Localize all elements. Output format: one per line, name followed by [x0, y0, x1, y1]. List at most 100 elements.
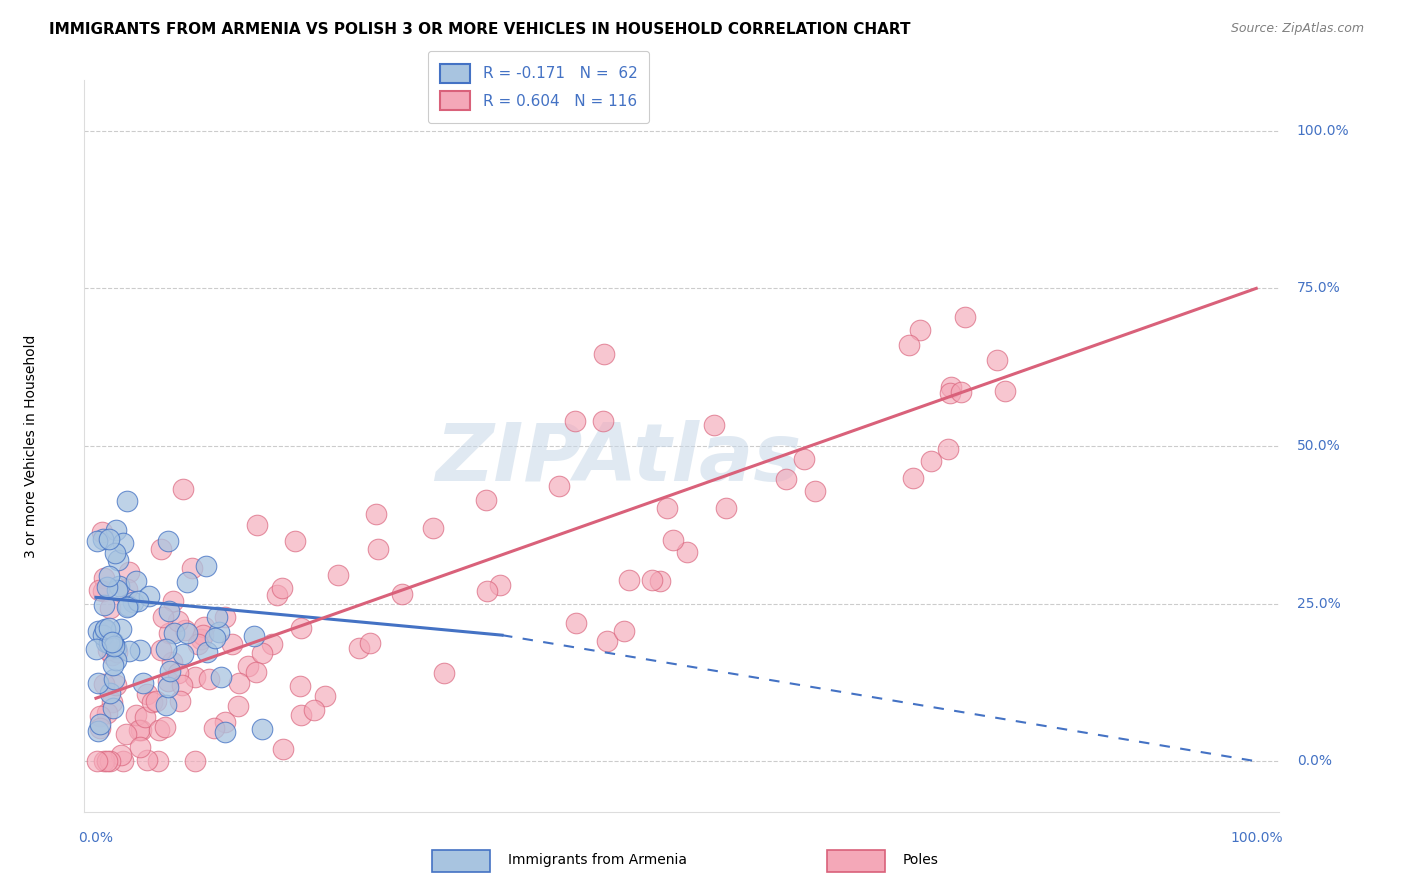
Point	[93, 677, 115, 691]
Point	[141, 695, 163, 709]
Point	[104, 546, 127, 560]
Point	[938, 385, 960, 400]
Point	[271, 742, 294, 756]
Point	[593, 347, 616, 361]
Point	[155, 641, 177, 656]
Point	[238, 658, 260, 673]
Point	[169, 694, 191, 708]
Point	[118, 566, 141, 580]
Point	[908, 323, 931, 337]
Point	[314, 689, 336, 703]
Point	[86, 534, 108, 549]
Point	[793, 451, 815, 466]
Point	[98, 754, 121, 768]
Point	[162, 594, 184, 608]
Point	[145, 694, 167, 708]
Point	[135, 753, 157, 767]
Text: 0.0%: 0.0%	[79, 830, 114, 845]
Point	[89, 717, 111, 731]
Point	[91, 628, 114, 642]
Point	[284, 533, 307, 548]
Text: 3 or more Vehicles in Household: 3 or more Vehicles in Household	[24, 334, 38, 558]
Text: 50.0%: 50.0%	[1296, 439, 1340, 453]
Point	[149, 541, 172, 556]
Point	[110, 747, 132, 762]
Point	[157, 626, 180, 640]
Point	[97, 622, 120, 636]
Point	[86, 754, 108, 768]
Point	[208, 625, 231, 640]
Point	[115, 727, 138, 741]
Point	[104, 678, 127, 692]
Point	[228, 676, 250, 690]
Point	[641, 574, 664, 588]
Text: 100.0%: 100.0%	[1296, 124, 1350, 137]
Point	[93, 599, 115, 613]
Point	[657, 500, 679, 515]
Point	[214, 714, 236, 729]
Point	[939, 380, 962, 394]
Point	[290, 708, 312, 723]
Point	[246, 517, 269, 532]
Point	[105, 640, 128, 655]
Point	[432, 665, 454, 680]
Point	[676, 545, 699, 559]
Point	[149, 643, 172, 657]
Point	[91, 532, 114, 546]
Point	[96, 754, 118, 768]
Point	[103, 657, 125, 672]
Point	[489, 578, 512, 592]
Point	[101, 700, 124, 714]
Point	[98, 601, 121, 615]
Point	[90, 524, 112, 539]
Text: Poles: Poles	[903, 854, 938, 867]
Point	[391, 587, 413, 601]
Point	[135, 688, 157, 702]
Point	[156, 680, 179, 694]
Point	[159, 664, 181, 678]
Text: 0.0%: 0.0%	[1296, 755, 1331, 768]
Point	[94, 623, 117, 637]
Point	[108, 579, 131, 593]
Point	[170, 678, 193, 692]
Point	[703, 417, 725, 432]
Point	[202, 722, 225, 736]
Point	[596, 633, 619, 648]
Point	[89, 721, 111, 735]
Point	[359, 636, 381, 650]
Point	[125, 574, 148, 588]
Point	[953, 310, 976, 324]
Point	[96, 643, 118, 657]
Point	[901, 471, 924, 485]
Point	[98, 635, 121, 649]
Point	[548, 479, 571, 493]
Point	[290, 621, 312, 635]
Point	[118, 644, 141, 658]
Point	[920, 454, 942, 468]
FancyBboxPatch shape	[827, 849, 884, 871]
Point	[122, 595, 145, 609]
Point	[148, 754, 170, 768]
Point	[162, 626, 184, 640]
Point	[148, 723, 170, 738]
Point	[209, 669, 232, 683]
Point	[195, 645, 218, 659]
Point	[107, 552, 129, 566]
Point	[112, 754, 135, 768]
Point	[89, 582, 111, 597]
Point	[84, 641, 107, 656]
Point	[153, 720, 176, 734]
Point	[103, 639, 125, 653]
Point	[347, 640, 370, 655]
Point	[160, 655, 183, 669]
Text: IMMIGRANTS FROM ARMENIA VS POLISH 3 OR MORE VEHICLES IN HOUSEHOLD CORRELATION CH: IMMIGRANTS FROM ARMENIA VS POLISH 3 OR M…	[49, 22, 911, 37]
Point	[101, 695, 124, 709]
Point	[98, 532, 121, 546]
Point	[129, 723, 152, 738]
Point	[897, 338, 920, 352]
Point	[87, 624, 110, 638]
Point	[157, 533, 180, 548]
Point	[94, 634, 117, 648]
Point	[266, 589, 288, 603]
Point	[475, 584, 498, 599]
